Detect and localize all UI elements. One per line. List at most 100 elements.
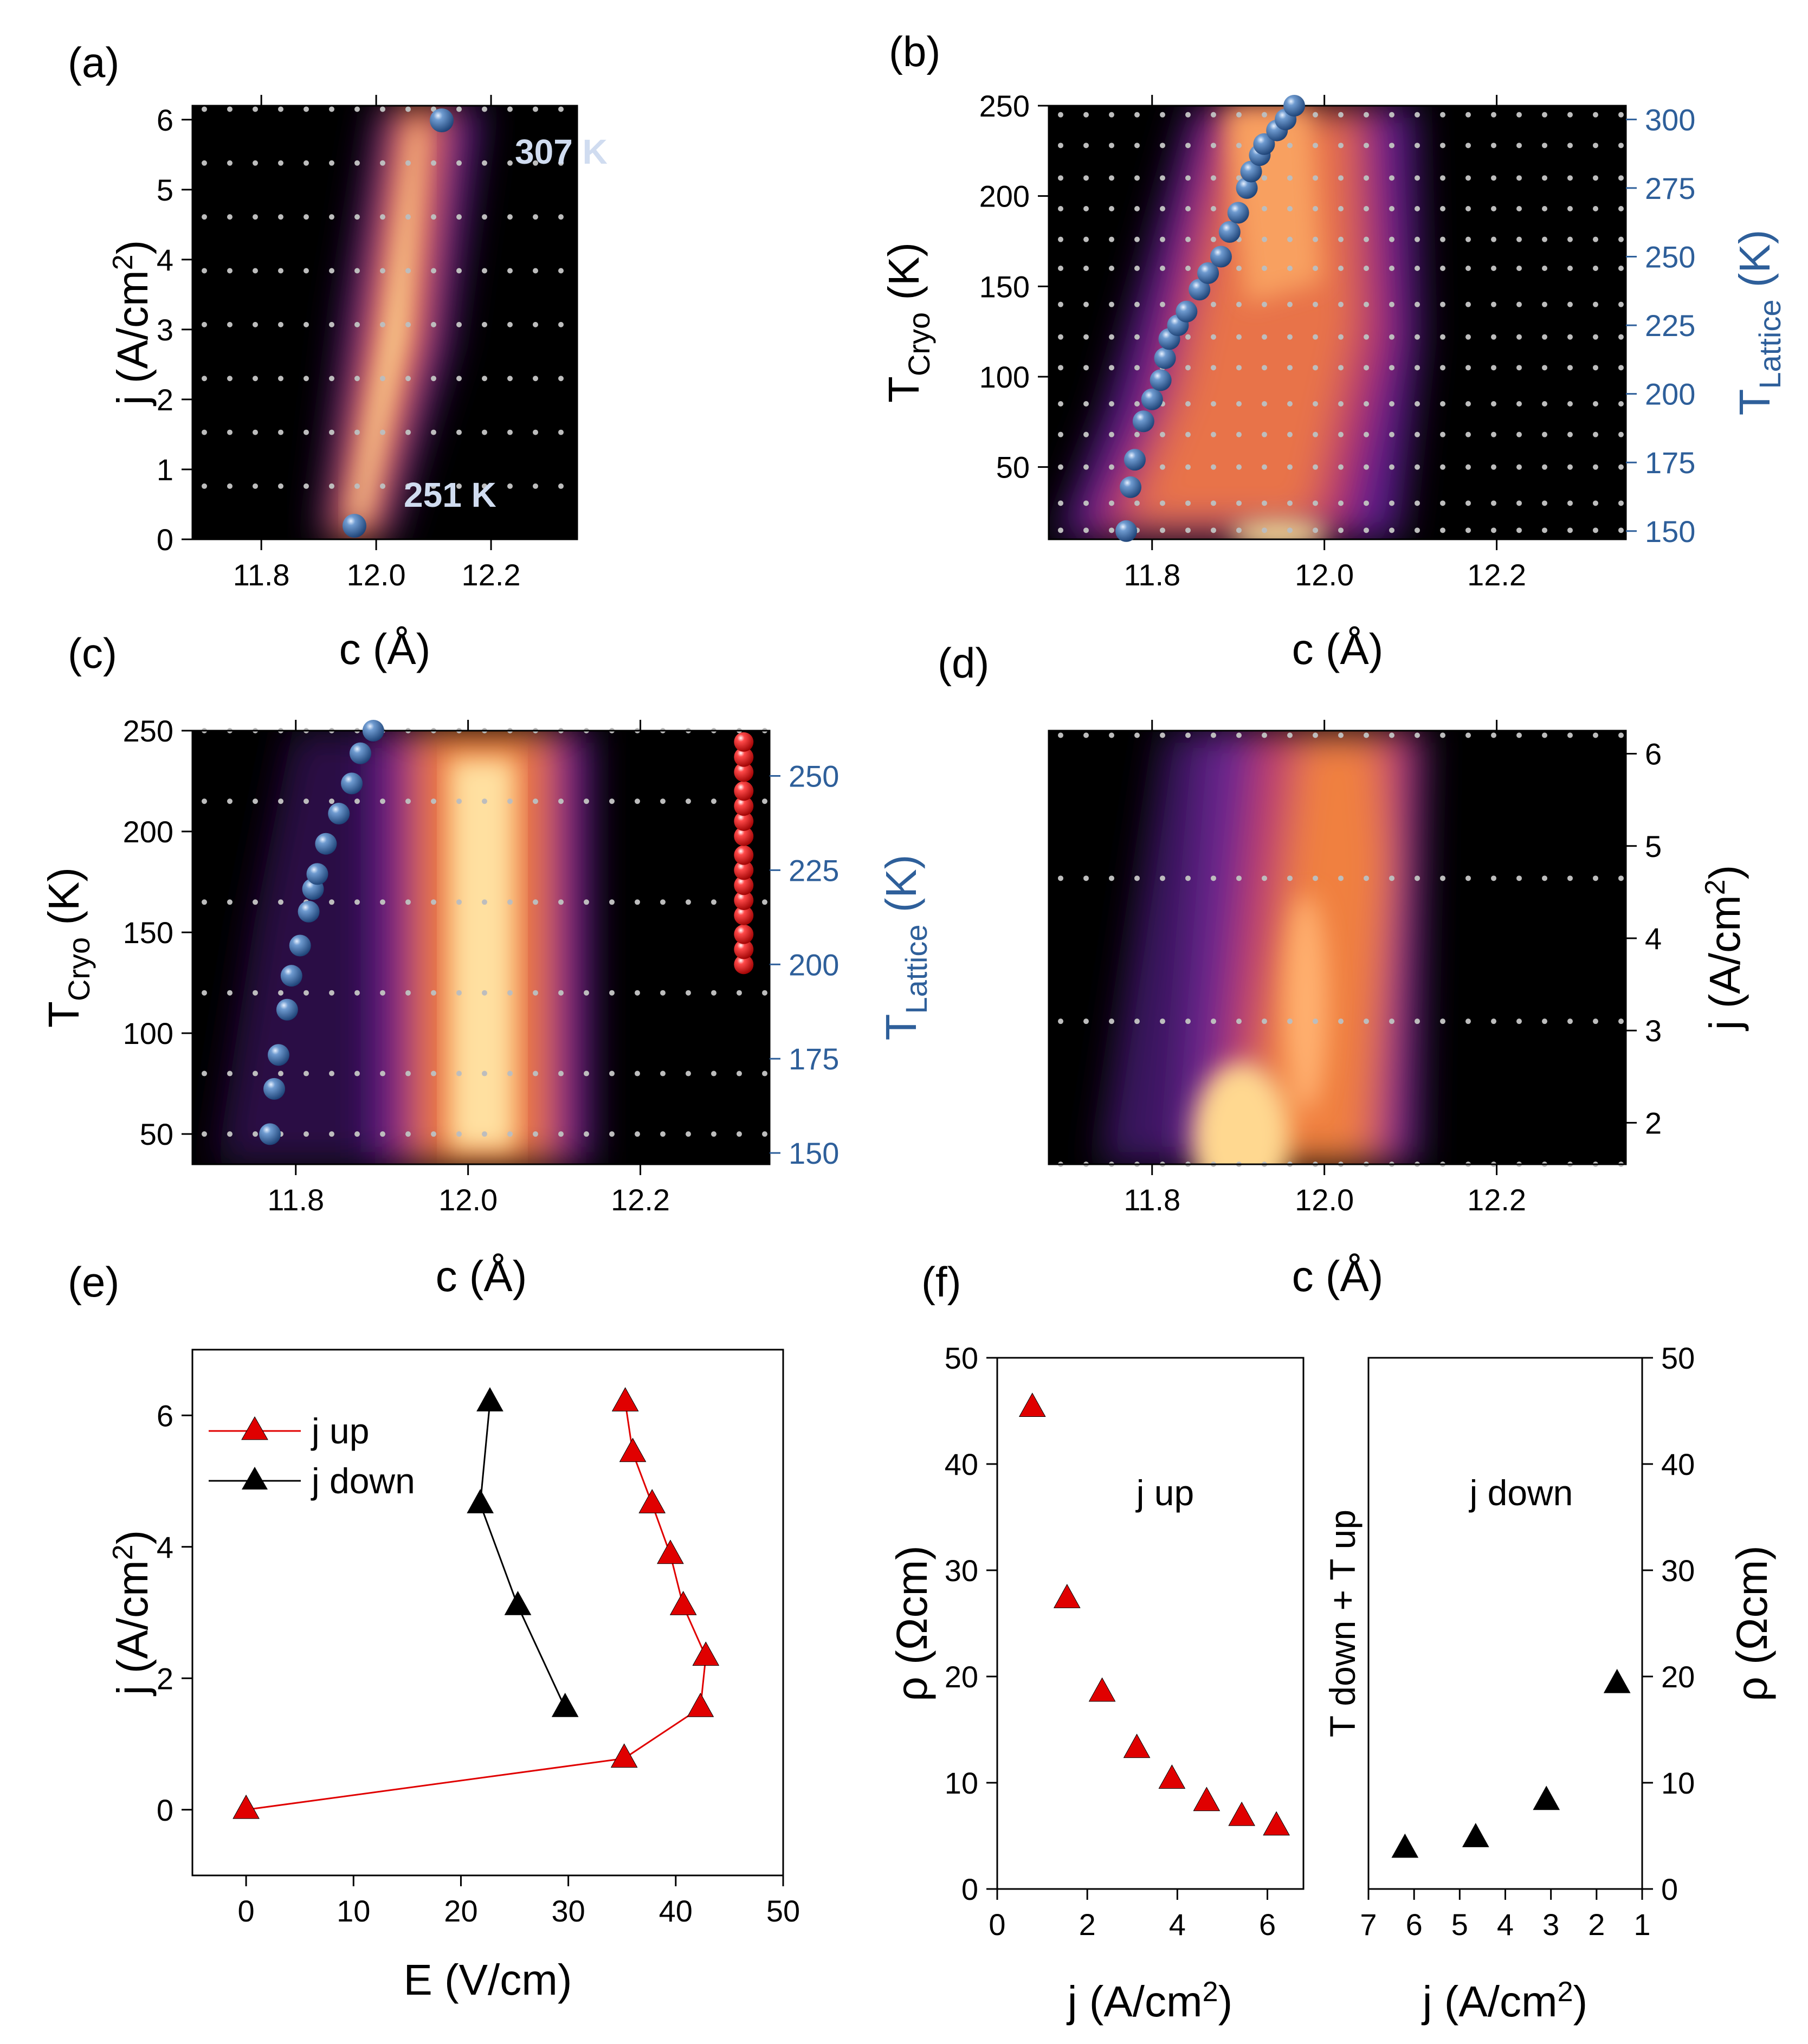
y-tick-label: 1	[157, 453, 173, 487]
grid-dot	[1313, 464, 1318, 470]
lattice-point	[1283, 95, 1306, 117]
data-point	[687, 1692, 714, 1717]
y2-tick-label: 4	[1645, 921, 1662, 956]
grid-dot	[1593, 236, 1598, 242]
y-tick-label: 6	[157, 1398, 173, 1433]
grid-dot	[1262, 112, 1267, 118]
grid-dot	[431, 268, 436, 274]
grid-dot	[1287, 365, 1293, 371]
grid-dot	[1134, 266, 1140, 271]
xlabel-e: E (V/cm)	[403, 1956, 572, 2004]
grid-dot	[1415, 236, 1420, 242]
grid-dot	[1567, 175, 1573, 181]
grid-dot	[278, 268, 283, 274]
grid-dot	[456, 1131, 462, 1137]
grid-dot	[1134, 1018, 1140, 1024]
grid-dot	[405, 268, 411, 274]
x-tick-label: 12.0	[1295, 1183, 1354, 1217]
grid-dot	[635, 990, 640, 996]
grid-dot	[253, 990, 258, 996]
grid-dot	[1389, 500, 1394, 506]
data-point	[692, 1641, 720, 1666]
grid-dot	[354, 376, 360, 382]
grid-dot	[1389, 464, 1394, 470]
grid-dot	[1287, 401, 1293, 407]
y2-tick-label: 40	[1661, 1447, 1695, 1481]
heatmap-a-intensity	[320, 106, 482, 539]
grid-dot	[1109, 1018, 1114, 1024]
lattice-point	[1189, 279, 1211, 301]
grid-dot	[1389, 365, 1394, 371]
lattice-point	[1240, 160, 1262, 183]
grid-dot	[1465, 266, 1471, 271]
grid-dot	[1491, 500, 1496, 506]
grid-dot	[380, 214, 385, 220]
grid-dot	[1618, 732, 1624, 738]
panel-label-a: (a)	[68, 38, 119, 86]
grid-dot	[278, 798, 283, 804]
grid-dot	[558, 321, 564, 327]
grid-dot	[1083, 112, 1089, 118]
grid-dot	[1185, 732, 1191, 738]
grid-dot	[1389, 175, 1394, 181]
grid-dot	[456, 321, 462, 327]
grid-dot	[431, 321, 436, 327]
measurement-grid-d	[1058, 732, 1624, 1167]
grid-dot	[660, 990, 666, 996]
y-tick-label: 200	[979, 179, 1030, 214]
grid-dot	[1058, 875, 1063, 881]
grid-dot	[1211, 1018, 1216, 1024]
grid-dot	[1593, 431, 1598, 437]
grid-dot	[1134, 175, 1140, 181]
grid-dot	[1134, 431, 1140, 437]
grid-dot	[737, 1131, 742, 1137]
grid-dot	[533, 990, 538, 996]
grid-dot	[1236, 401, 1242, 407]
grid-dot	[1415, 112, 1420, 118]
x-tick-label: 11.8	[1123, 558, 1180, 592]
grid-dot	[202, 899, 207, 905]
y2-tick-label: 30	[1661, 1553, 1695, 1588]
grid-dot	[482, 1131, 487, 1137]
grid-dot	[1338, 236, 1344, 242]
grid-dot	[1134, 236, 1140, 242]
grid-dot	[533, 899, 538, 905]
grid-dot	[1211, 401, 1216, 407]
xlabel-a: c (Å)	[339, 625, 431, 673]
grid-dot	[1083, 527, 1089, 533]
grid-dot	[1415, 431, 1420, 437]
grid-dot	[1389, 732, 1394, 738]
lattice-point	[1123, 449, 1146, 471]
grid-dot	[1364, 206, 1369, 211]
lattice-point	[1150, 369, 1172, 391]
y-tick-label: 0	[157, 1793, 173, 1827]
grid-dot	[431, 1071, 436, 1076]
grid-dot	[1618, 401, 1624, 407]
grid-dot	[1160, 875, 1165, 881]
grid-dot	[558, 483, 564, 489]
grid-dot	[1262, 175, 1267, 181]
grid-dot	[227, 899, 233, 905]
grid-dot	[482, 798, 487, 804]
grid-dot	[202, 321, 207, 327]
y2-tick-label: 50	[1661, 1341, 1695, 1375]
grid-dot	[711, 899, 716, 905]
grid-dot	[1058, 1018, 1063, 1024]
grid-dot	[253, 160, 258, 166]
grid-dot	[1542, 206, 1547, 211]
data-point	[1462, 1823, 1489, 1847]
grid-dot	[1364, 266, 1369, 271]
x-tick-label: 12.0	[347, 558, 406, 592]
panel-label-c: (c)	[68, 629, 117, 677]
ylabel-b: TCryo (K)	[880, 242, 936, 403]
grid-dot	[1415, 301, 1420, 307]
grid-dot	[762, 798, 767, 804]
grid-dot	[1440, 206, 1445, 211]
grid-dot	[405, 899, 411, 905]
grid-dot	[1389, 431, 1394, 437]
grid-dot	[1593, 301, 1598, 307]
grid-dot	[1516, 143, 1522, 149]
grid-dot	[1364, 334, 1369, 340]
grid-dot	[1313, 401, 1318, 407]
